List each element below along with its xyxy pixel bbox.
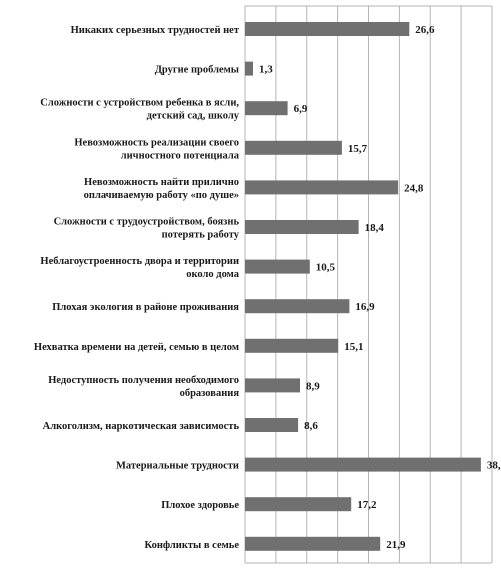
category-label: Никаких серьезных трудностей нет [71,25,240,36]
value-label: 38,2 [487,460,501,472]
category-label: Материальные трудности [116,461,239,472]
category-label: Алкоголизм, наркотическая зависимость [43,421,240,432]
category-label: потерять работу [162,230,240,241]
value-label: 21,9 [386,539,406,551]
category-label: образования [180,388,240,399]
bar [245,338,339,353]
bar [245,457,481,472]
bar [245,259,310,274]
value-label: 8,9 [306,380,320,392]
category-label: Невозможность найти прилично [84,177,239,188]
category-label: Сложности с трудоустройством, боязнь [54,217,240,228]
category-label: Сложности с устройством ребенка в ясли, [40,98,239,109]
bar [245,378,300,393]
grid-group [244,5,493,564]
category-label: Конфликты в семье [145,540,240,551]
bar [245,497,352,512]
category-label: Нехватка времени на детей, семью в целом [34,342,239,353]
value-label: 15,1 [344,341,363,353]
bar [245,140,342,155]
category-label: Неблагоустроенность двора и территории [40,256,239,267]
bar [245,180,399,195]
category-label: Невозможность реализации своего [74,137,239,148]
value-label: 24,8 [404,182,424,194]
category-label: личностного потенциала [121,150,240,161]
bar [245,61,253,76]
bar [245,299,350,314]
category-label: Другие проблемы [155,65,239,76]
category-label: Плохая экология в районе проживания [52,302,239,313]
bar [245,536,381,551]
value-label: 15,7 [348,143,368,155]
value-label: 6,9 [294,103,308,115]
value-label: 8,6 [304,420,318,432]
bar [245,101,288,116]
value-label: 18,4 [365,222,385,234]
value-label: 17,2 [357,499,377,511]
bar [245,418,299,432]
category-label: около дома [186,269,239,280]
value-label: 26,6 [415,24,435,36]
bar [245,220,359,234]
value-label: 1,3 [259,64,273,76]
value-label: 16,9 [355,301,375,313]
category-label: Плохое здоровье [161,500,239,511]
category-label: оплачиваемую работу «по душе» [84,190,239,201]
value-label: 10,5 [316,262,336,274]
category-label: детский сад, школу [147,111,240,122]
category-label: Недоступность получения необходимого [48,375,239,386]
bar [245,22,410,36]
